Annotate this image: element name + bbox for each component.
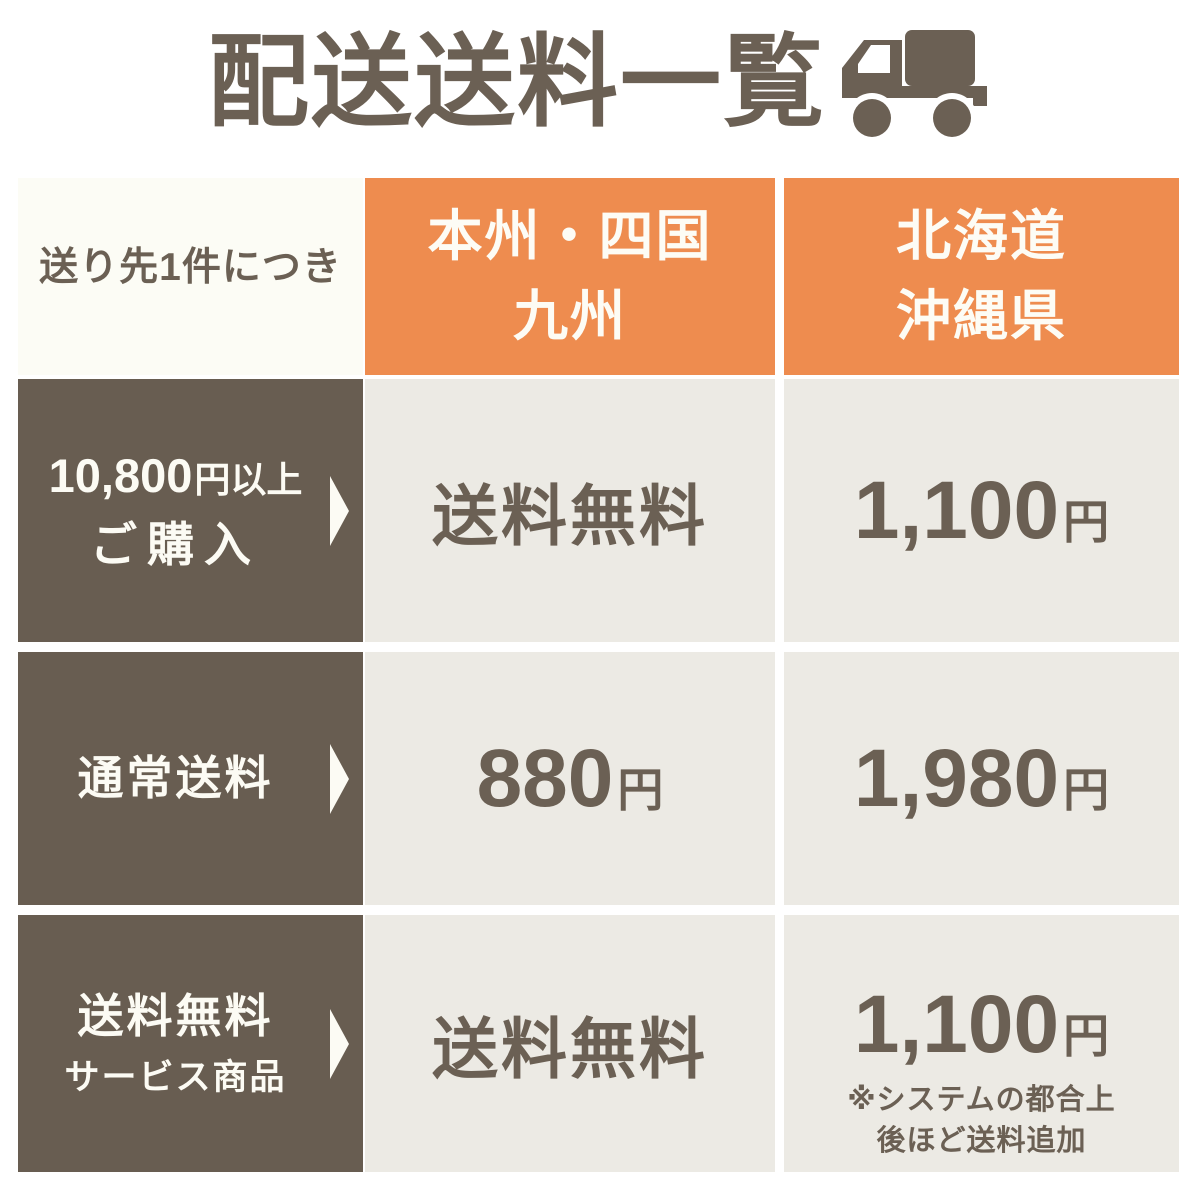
right-arrow-icon [330, 475, 349, 546]
fee-unit: 円 [1063, 1009, 1110, 1062]
fee-amount: 1,100 [853, 464, 1060, 556]
fee-cell-free-shipping: 送料無料 [365, 379, 775, 642]
fee-cell-880yen: 880 円 [365, 652, 775, 905]
fee-unit: 円 [1063, 495, 1110, 548]
system-footnote: ※システムの都合上 後ほど送料追加 [847, 1080, 1115, 1161]
row-label-purchase-over-10800: 10,800 円以上 ご購入 [18, 379, 363, 642]
header-line-2: 九州 [512, 284, 627, 347]
header-line-1: 北海道 [895, 204, 1067, 267]
fee-unit: 円 [1063, 763, 1110, 816]
row-label-line: 10,800 円以上 [49, 446, 303, 506]
corner-label: 送り先1件につき [18, 178, 363, 375]
header-line-1: 本州・四国 [427, 204, 713, 267]
header-line-2: 沖縄県 [895, 284, 1067, 347]
row-label-line: サービス商品 [64, 1057, 287, 1097]
fee-amount: 880 [476, 732, 614, 824]
fee-text: 送料無料 [432, 478, 708, 553]
row-label-amount: 10,800 [48, 449, 193, 503]
fee-amount-wrap: 1,100 円 [853, 978, 1110, 1070]
row-label-free-shipping-service: 送料無料 サービス商品 [18, 915, 363, 1172]
fee-amount: 1,100 [853, 978, 1060, 1070]
column-header-hokkaido-okinawa: 北海道 沖縄県 [784, 178, 1179, 375]
row-label-line: ご購入 [90, 517, 261, 571]
truck-icon [842, 30, 987, 142]
title-row: 配送送料一覧 [0, 18, 1200, 148]
right-arrow-icon [330, 743, 349, 814]
fee-cell-free-shipping: 送料無料 [365, 915, 775, 1172]
shipping-table: 送り先1件につき 本州・四国 九州 北海道 沖縄県 10,800 円以上 ご購入… [18, 178, 1179, 1172]
footnote-line-2: 後ほど送料追加 [876, 1124, 1087, 1157]
row-label-line: 送料無料 [77, 989, 274, 1042]
page-title: 配送送料一覧 [207, 26, 826, 139]
fee-cell-1100yen: 1,100 円 [784, 379, 1179, 642]
fee-text: 送料無料 [432, 1011, 708, 1086]
row-label-suffix: 円以上 [194, 459, 303, 501]
fee-cell-1100yen-with-note: 1,100 円 ※システムの都合上 後ほど送料追加 [784, 915, 1179, 1172]
row-label-line: 通常送料 [77, 752, 274, 805]
fee-amount: 1,980 [853, 732, 1060, 824]
fee-amount-wrap: 880 円 [476, 732, 664, 824]
fee-cell-1980yen: 1,980 円 [784, 652, 1179, 905]
fee-unit: 円 [617, 763, 664, 816]
column-header-honshu-shikoku-kyushu: 本州・四国 九州 [365, 178, 775, 375]
footnote-line-1: ※システムの都合上 [847, 1083, 1116, 1116]
fee-amount-wrap: 1,980 円 [853, 732, 1110, 824]
row-label-normal-shipping: 通常送料 [18, 652, 363, 905]
fee-amount-wrap: 1,100 円 [853, 464, 1110, 556]
right-arrow-icon [330, 1008, 349, 1079]
